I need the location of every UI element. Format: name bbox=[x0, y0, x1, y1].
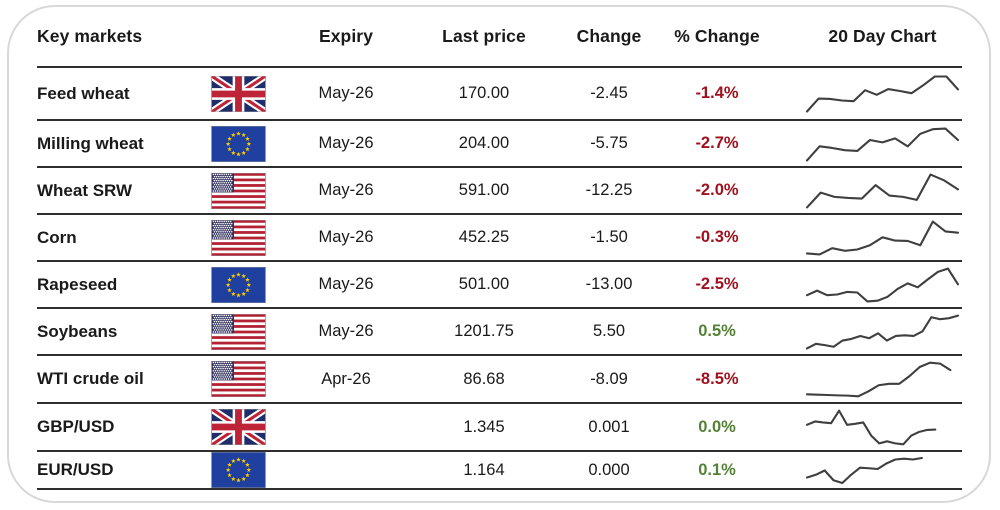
key-markets-table: Key markets Expiry Last price Change % C… bbox=[7, 5, 991, 503]
sparkline-chart bbox=[805, 313, 960, 351]
sparkline-chart bbox=[805, 266, 960, 304]
sparkline-chart bbox=[805, 360, 960, 399]
market-row: Corn May-26 452.25 -1.50 -0.3% bbox=[37, 213, 962, 260]
change-value: 5.50 bbox=[592, 322, 626, 340]
last-price-value: 501.00 bbox=[458, 275, 510, 293]
eu-flag-icon bbox=[209, 266, 268, 303]
expiry-value: May-26 bbox=[318, 275, 374, 293]
sparkline-chart bbox=[805, 408, 960, 447]
us-flag-icon bbox=[209, 219, 268, 256]
change-value: -8.09 bbox=[590, 369, 628, 388]
header-key-markets: Key markets bbox=[37, 26, 143, 46]
eu-flag-icon bbox=[209, 125, 268, 162]
pct-change-value: -8.5% bbox=[695, 369, 739, 388]
sparkline-chart bbox=[805, 219, 960, 257]
last-price-value: 452.25 bbox=[458, 228, 510, 246]
pct-change-value: -1.4% bbox=[695, 84, 739, 102]
change-value: 0.001 bbox=[588, 417, 630, 436]
pct-change-value: -0.3% bbox=[695, 228, 739, 246]
last-price-value: 1201.75 bbox=[454, 322, 514, 340]
expiry-value: May-26 bbox=[318, 228, 374, 246]
sparkline-chart bbox=[805, 125, 960, 163]
us-flag-icon bbox=[209, 172, 268, 209]
sparkline-chart bbox=[805, 456, 960, 485]
change-value: -2.45 bbox=[590, 84, 628, 102]
last-price-value: 591.00 bbox=[458, 181, 510, 199]
table-header: Key markets Expiry Last price Change % C… bbox=[37, 7, 962, 66]
change-value: -1.50 bbox=[590, 228, 628, 246]
expiry-value: May-26 bbox=[318, 181, 374, 199]
market-name: EUR/USD bbox=[37, 460, 114, 479]
uk-flag-icon bbox=[209, 75, 268, 112]
pct-change-value: -2.0% bbox=[695, 181, 739, 199]
market-rows: Feed wheat May-26 170.00 -2.45 -1.4% Mil… bbox=[37, 66, 962, 490]
expiry-value: May-26 bbox=[318, 322, 374, 340]
market-name: Corn bbox=[37, 227, 77, 247]
change-value: -13.00 bbox=[585, 275, 633, 293]
sparkline-chart bbox=[805, 172, 960, 210]
market-name: Soybeans bbox=[37, 321, 118, 341]
market-name: Feed wheat bbox=[37, 83, 130, 103]
expiry-value: May-26 bbox=[318, 134, 374, 152]
last-price-value: 170.00 bbox=[458, 84, 510, 102]
uk-flag-icon bbox=[209, 409, 268, 445]
last-price-value: 1.164 bbox=[463, 460, 505, 479]
market-row: Rapeseed May-26 501.00 -13.00 -2.5% bbox=[37, 260, 962, 307]
header-last-price: Last price bbox=[442, 26, 526, 46]
market-name: GBP/USD bbox=[37, 417, 115, 436]
market-name: Rapeseed bbox=[37, 274, 118, 294]
market-row: EUR/USD 1.164 0.000 0.1% bbox=[37, 450, 962, 490]
header-change: Change bbox=[576, 26, 642, 46]
last-price-value: 204.00 bbox=[458, 134, 510, 152]
eu-flag-icon bbox=[209, 452, 268, 488]
change-value: -12.25 bbox=[585, 181, 633, 199]
us-flag-icon bbox=[209, 313, 268, 350]
pct-change-value: -2.5% bbox=[695, 275, 739, 293]
sparkline-chart bbox=[805, 72, 960, 116]
header-20day-chart: 20 Day Chart bbox=[828, 26, 937, 46]
market-name: Wheat SRW bbox=[37, 180, 133, 200]
market-row: Milling wheat May-26 204.00 -5.75 -2.7% bbox=[37, 119, 962, 166]
last-price-value: 86.68 bbox=[463, 369, 505, 388]
header-pct-change: % Change bbox=[674, 26, 760, 46]
header-expiry: Expiry bbox=[318, 26, 374, 46]
expiry-value: May-26 bbox=[318, 84, 374, 102]
last-price-value: 1.345 bbox=[463, 417, 505, 436]
market-row: Wheat SRW May-26 591.00 -12.25 -2.0% bbox=[37, 166, 962, 213]
pct-change-value: 0.5% bbox=[698, 322, 736, 340]
us-flag-icon bbox=[209, 361, 268, 397]
market-row: Feed wheat May-26 170.00 -2.45 -1.4% bbox=[37, 66, 962, 119]
market-name: Milling wheat bbox=[37, 133, 144, 153]
market-row: Soybeans May-26 1201.75 5.50 0.5% bbox=[37, 307, 962, 354]
pct-change-value: -2.7% bbox=[695, 134, 739, 152]
change-value: -5.75 bbox=[590, 134, 628, 152]
market-name: WTI crude oil bbox=[37, 369, 144, 388]
pct-change-value: 0.1% bbox=[698, 460, 736, 479]
market-row: WTI crude oil Apr-26 86.68 -8.09 -8.5% bbox=[37, 354, 962, 402]
market-row: GBP/USD 1.345 0.001 0.0% bbox=[37, 402, 962, 450]
pct-change-value: 0.0% bbox=[698, 417, 736, 436]
change-value: 0.000 bbox=[588, 460, 630, 479]
expiry-value: Apr-26 bbox=[321, 369, 371, 388]
